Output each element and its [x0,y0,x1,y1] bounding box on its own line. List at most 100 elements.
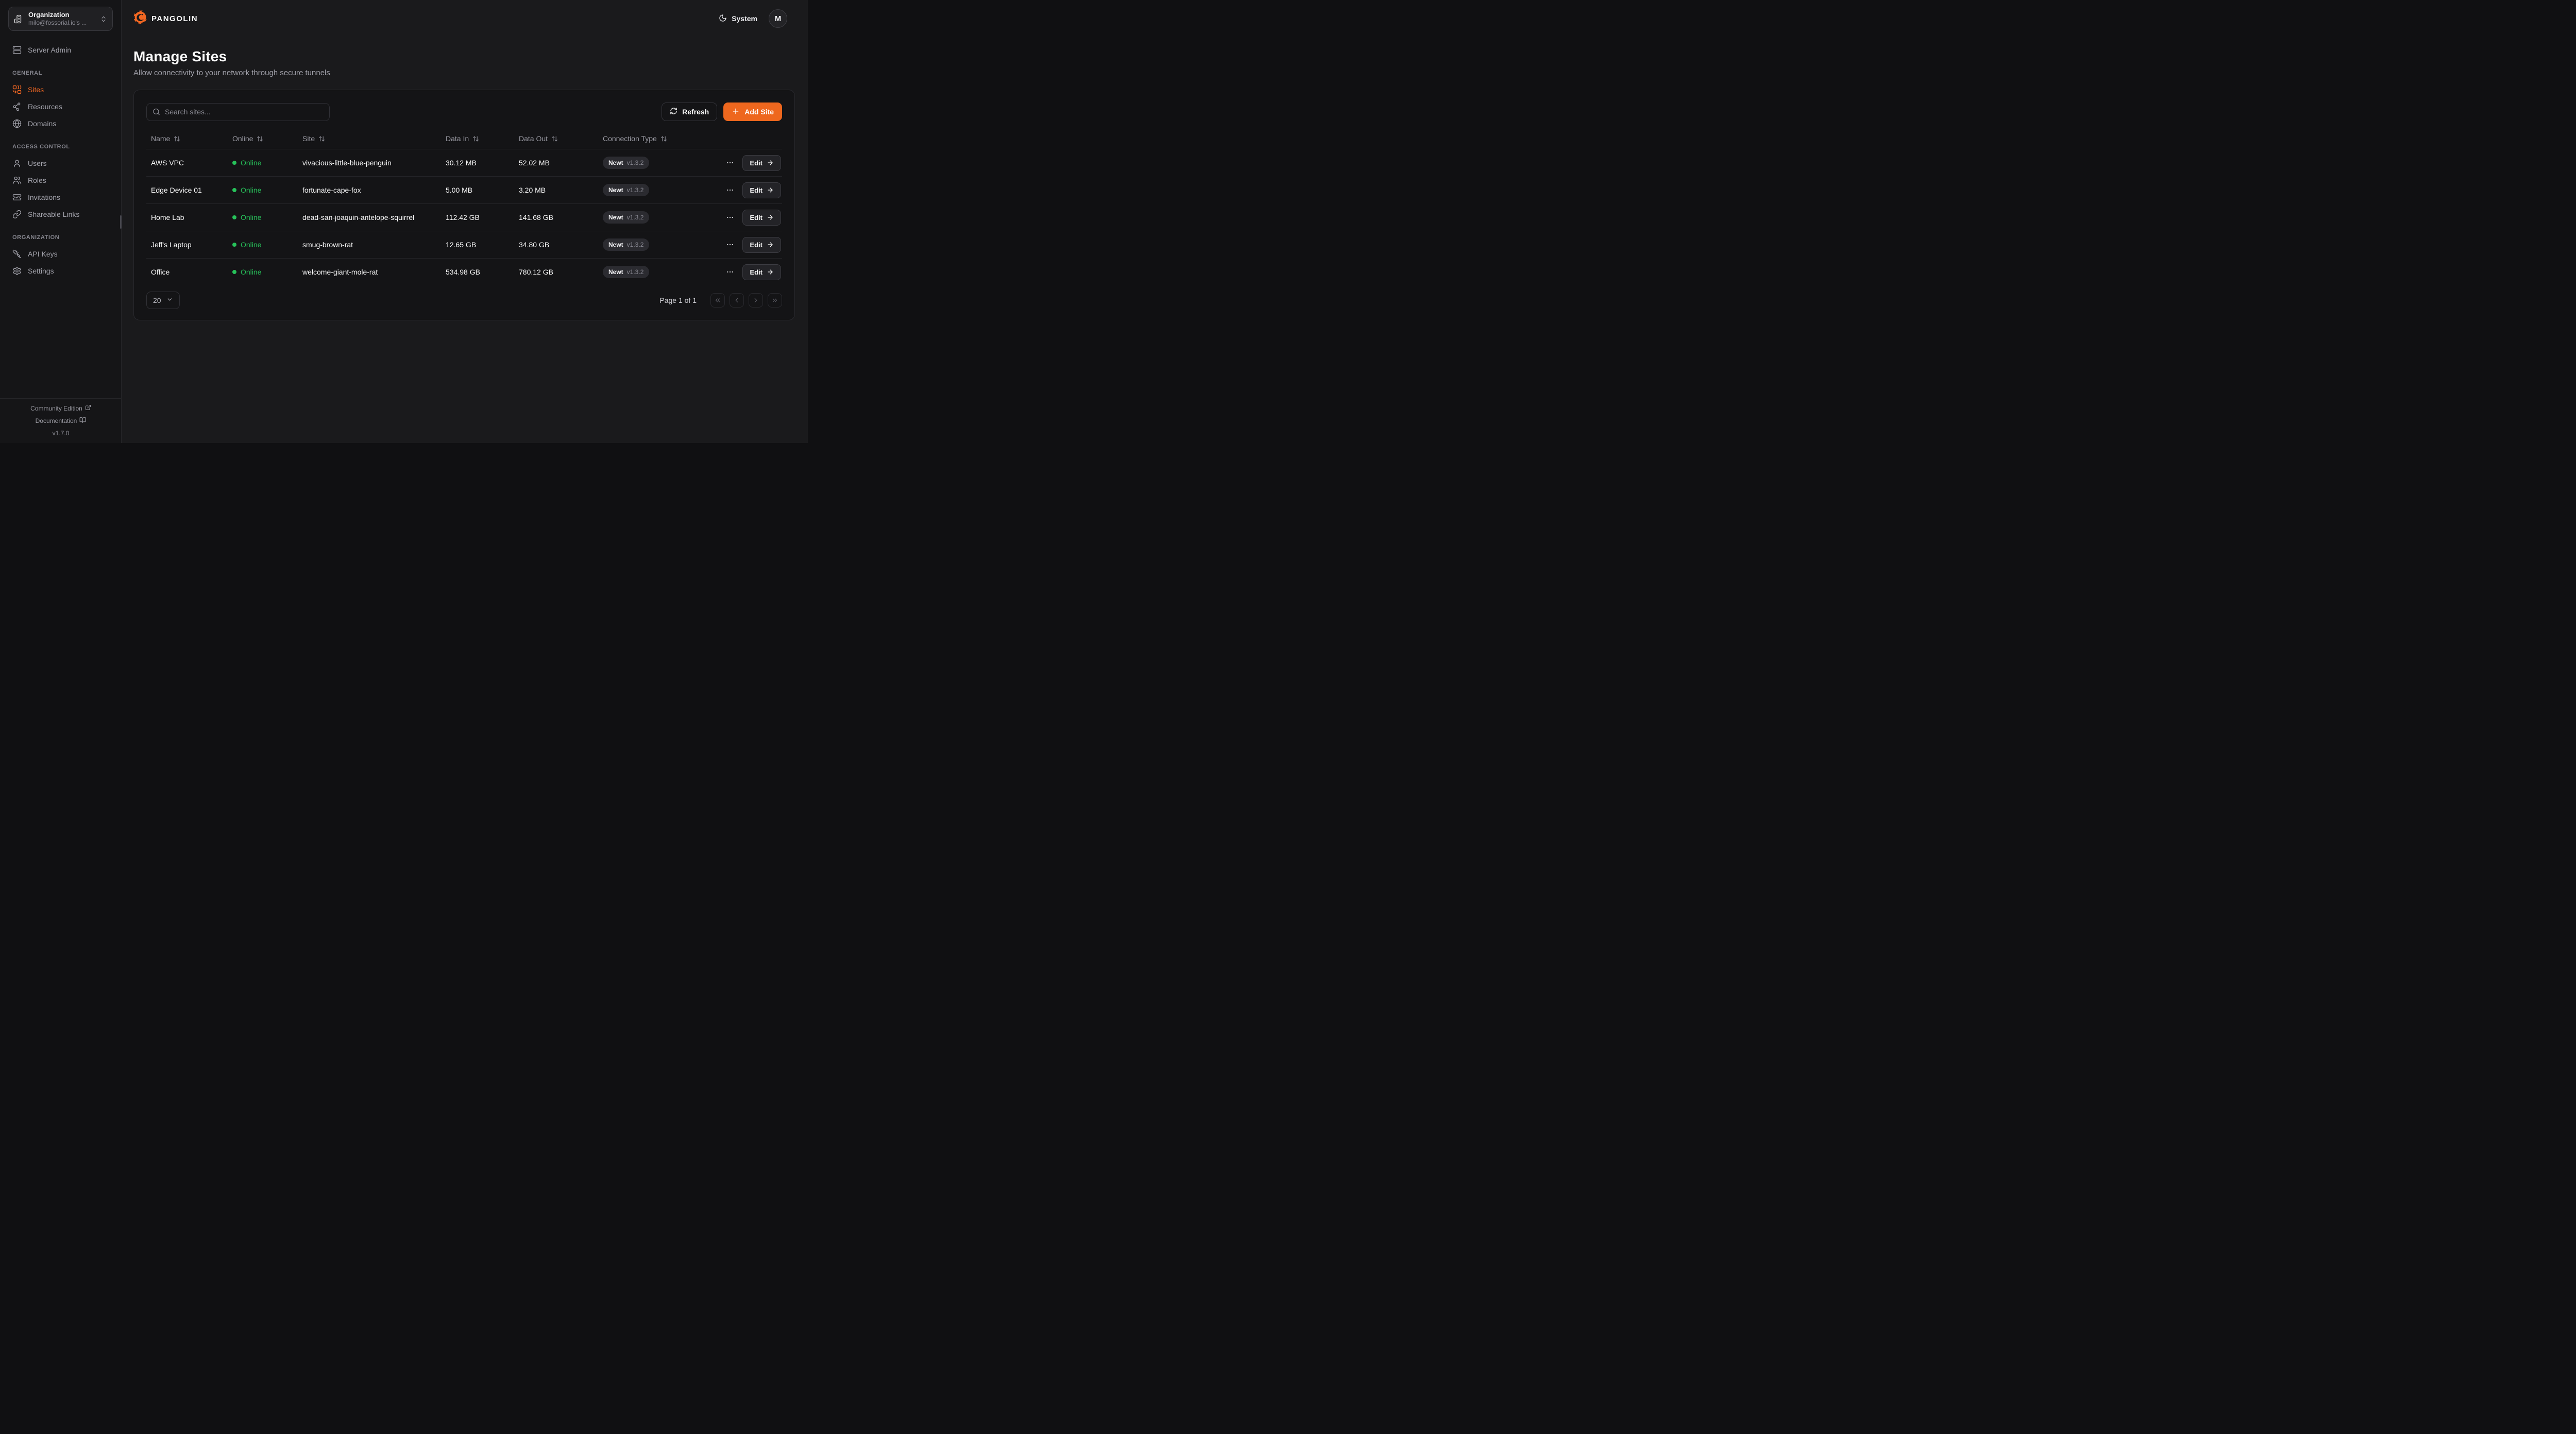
share-nodes-icon [12,102,22,111]
pangolin-logo-icon [133,10,147,27]
sidebar-item-label: Shareable Links [28,210,80,218]
column-header-data-in[interactable]: Data In [441,134,514,143]
user-icon [12,159,22,168]
arrow-right-icon [768,187,773,193]
pagination-bar: 20 Page 1 of 1 [146,292,782,309]
table-row: Edge Device 01 Online fortunate-cape-fox… [146,176,782,203]
last-page-button[interactable] [768,293,782,308]
sites-table: Name Online Site Data In Data Out Connec… [146,128,782,285]
connection-badge: Newt v1.3.2 [603,157,650,169]
ellipsis-icon [727,162,734,164]
server-icon [12,45,22,55]
sidebar-item-invitations[interactable]: Invitations [8,189,113,206]
table-row: Office Online welcome-giant-mole-rat 534… [146,258,782,285]
sidebar-item-label: Settings [28,266,54,275]
ellipsis-icon [727,271,734,273]
row-menu-button[interactable] [723,237,737,252]
row-menu-button[interactable] [723,156,737,170]
sidebar-item-sites[interactable]: Sites [8,81,113,98]
users-icon [12,176,22,185]
cell-status: Online [228,241,298,249]
app-window: Organization milo@fossorial.io's ... Ser… [0,0,808,443]
external-link-icon [85,404,91,412]
sidebar: Organization milo@fossorial.io's ... Ser… [0,0,122,443]
column-header-site[interactable]: Site [298,134,441,143]
building-icon [14,14,23,24]
top-bar: PANGOLIN System M [122,0,808,37]
connection-badge: Newt v1.3.2 [603,238,650,251]
connection-badge: Newt v1.3.2 [603,184,650,196]
connection-badge: Newt v1.3.2 [603,211,650,224]
column-header-connection-type[interactable]: Connection Type [598,134,708,143]
cell-data-in: 534.98 GB [446,268,480,276]
row-menu-button[interactable] [723,183,737,197]
org-subtitle: milo@fossorial.io's ... [28,19,87,26]
cell-site: dead-san-joaquin-antelope-squirrel [302,213,415,221]
section-label-general: GENERAL [12,70,42,76]
documentation-link[interactable]: Documentation [0,417,122,425]
sidebar-item-users[interactable]: Users [8,155,113,172]
sidebar-resize-handle[interactable] [120,215,122,229]
org-selector[interactable]: Organization milo@fossorial.io's ... [8,7,113,31]
community-edition-link[interactable]: Community Edition [0,404,122,412]
sidebar-item-label: Resources [28,102,62,111]
column-header-name[interactable]: Name [146,134,228,143]
sidebar-item-settings[interactable]: Settings [8,262,113,279]
sidebar-item-label: Server Admin [28,45,72,54]
sidebar-item-shareable-links[interactable]: Shareable Links [8,206,113,223]
first-page-button[interactable] [710,293,725,308]
documentation-label: Documentation [35,417,77,424]
plus-icon [732,107,740,117]
moon-icon [719,14,727,24]
cell-status: Online [228,213,298,221]
column-header-data-out[interactable]: Data Out [514,134,598,143]
gear-icon [12,266,22,276]
add-site-button[interactable]: Add Site [723,103,782,121]
cell-data-in: 5.00 MB [446,186,473,194]
chevrons-up-down-icon [100,15,107,23]
cell-connection-type: Newt v1.3.2 [598,157,708,169]
edit-button[interactable]: Edit [742,209,781,226]
main-area: PANGOLIN System M Manage Sites Allow con… [122,0,808,443]
avatar[interactable]: M [769,9,787,28]
refresh-button[interactable]: Refresh [662,103,718,121]
cell-data-out: 780.12 GB [519,268,553,276]
sidebar-item-server-admin[interactable]: Server Admin [8,41,113,58]
edit-button[interactable]: Edit [742,182,781,198]
row-menu-button[interactable] [723,210,737,225]
cell-status: Online [228,268,298,276]
row-menu-button[interactable] [723,265,737,279]
column-header-online[interactable]: Online [228,134,298,143]
ellipsis-icon [727,216,734,218]
org-title: Organization [28,10,70,19]
ellipsis-icon [727,189,734,191]
sidebar-item-label: Roles [28,176,46,184]
theme-toggle[interactable]: System [719,14,757,24]
sites-card: Refresh Add Site Name Online Site Data I… [133,90,795,320]
page-size-select[interactable]: 20 [146,292,180,309]
sidebar-item-label: API Keys [28,249,58,258]
sort-icon [660,136,667,141]
sidebar-item-roles[interactable]: Roles [8,172,113,189]
edit-button[interactable]: Edit [742,236,781,253]
sort-icon [552,136,557,141]
search-input[interactable] [146,103,330,121]
table-row: AWS VPC Online vivacious-little-blue-pen… [146,149,782,176]
sidebar-item-domains[interactable]: Domains [8,115,113,132]
next-page-button[interactable] [749,293,763,308]
cell-data-out: 52.02 MB [519,159,550,167]
sidebar-item-resources[interactable]: Resources [8,98,113,115]
sidebar-footer: Community Edition Documentation v1.7.0 [0,398,122,443]
sidebar-item-api-keys[interactable]: API Keys [8,245,113,262]
arrow-right-icon [768,160,773,165]
prev-page-button[interactable] [730,293,744,308]
brand[interactable]: PANGOLIN [133,10,198,27]
edit-button[interactable]: Edit [742,264,781,280]
cell-name: Office [151,268,170,276]
edit-button[interactable]: Edit [742,155,781,171]
page-title: Manage Sites [133,48,227,64]
cell-site: smug-brown-rat [302,241,353,249]
cell-connection-type: Newt v1.3.2 [598,184,708,196]
community-edition-label: Community Edition [30,404,82,412]
sort-icon [257,136,263,141]
